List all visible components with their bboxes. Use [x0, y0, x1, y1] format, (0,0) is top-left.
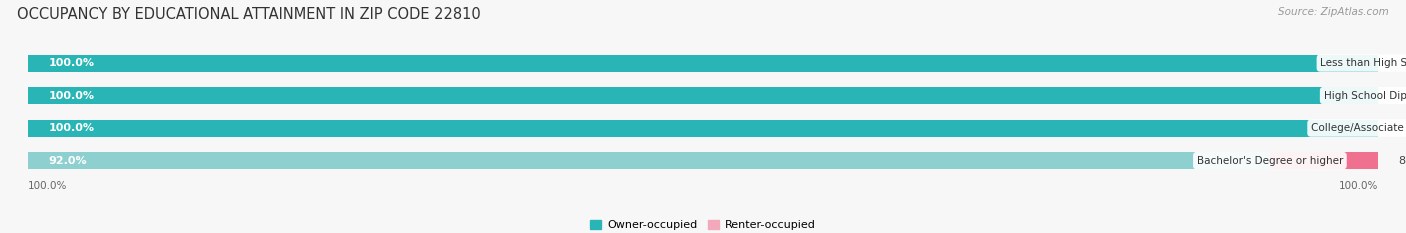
Text: 100.0%: 100.0% [1339, 181, 1378, 191]
Bar [28, 152, 1270, 169]
Text: Source: ZipAtlas.com: Source: ZipAtlas.com [1278, 7, 1389, 17]
Text: High School Diploma: High School Diploma [1323, 91, 1406, 101]
Bar [28, 55, 1378, 72]
Bar [1378, 87, 1406, 104]
Text: 100.0%: 100.0% [48, 91, 94, 101]
Legend: Owner-occupied, Renter-occupied: Owner-occupied, Renter-occupied [586, 216, 820, 233]
Bar [1270, 152, 1378, 169]
Bar [28, 87, 1378, 104]
Bar [28, 55, 1378, 72]
Text: College/Associate Degree: College/Associate Degree [1310, 123, 1406, 133]
Bar [1378, 55, 1406, 72]
Bar [28, 87, 1378, 104]
Text: 92.0%: 92.0% [48, 156, 87, 166]
Bar [1378, 120, 1406, 137]
Text: 100.0%: 100.0% [48, 58, 94, 68]
Bar [28, 152, 1378, 169]
Bar [28, 120, 1378, 137]
Text: OCCUPANCY BY EDUCATIONAL ATTAINMENT IN ZIP CODE 22810: OCCUPANCY BY EDUCATIONAL ATTAINMENT IN Z… [17, 7, 481, 22]
Bar [28, 120, 1378, 137]
Text: 100.0%: 100.0% [48, 123, 94, 133]
Text: 8.0%: 8.0% [1398, 156, 1406, 166]
Text: Less than High School: Less than High School [1320, 58, 1406, 68]
Text: Bachelor's Degree or higher: Bachelor's Degree or higher [1197, 156, 1343, 166]
Text: 100.0%: 100.0% [28, 181, 67, 191]
